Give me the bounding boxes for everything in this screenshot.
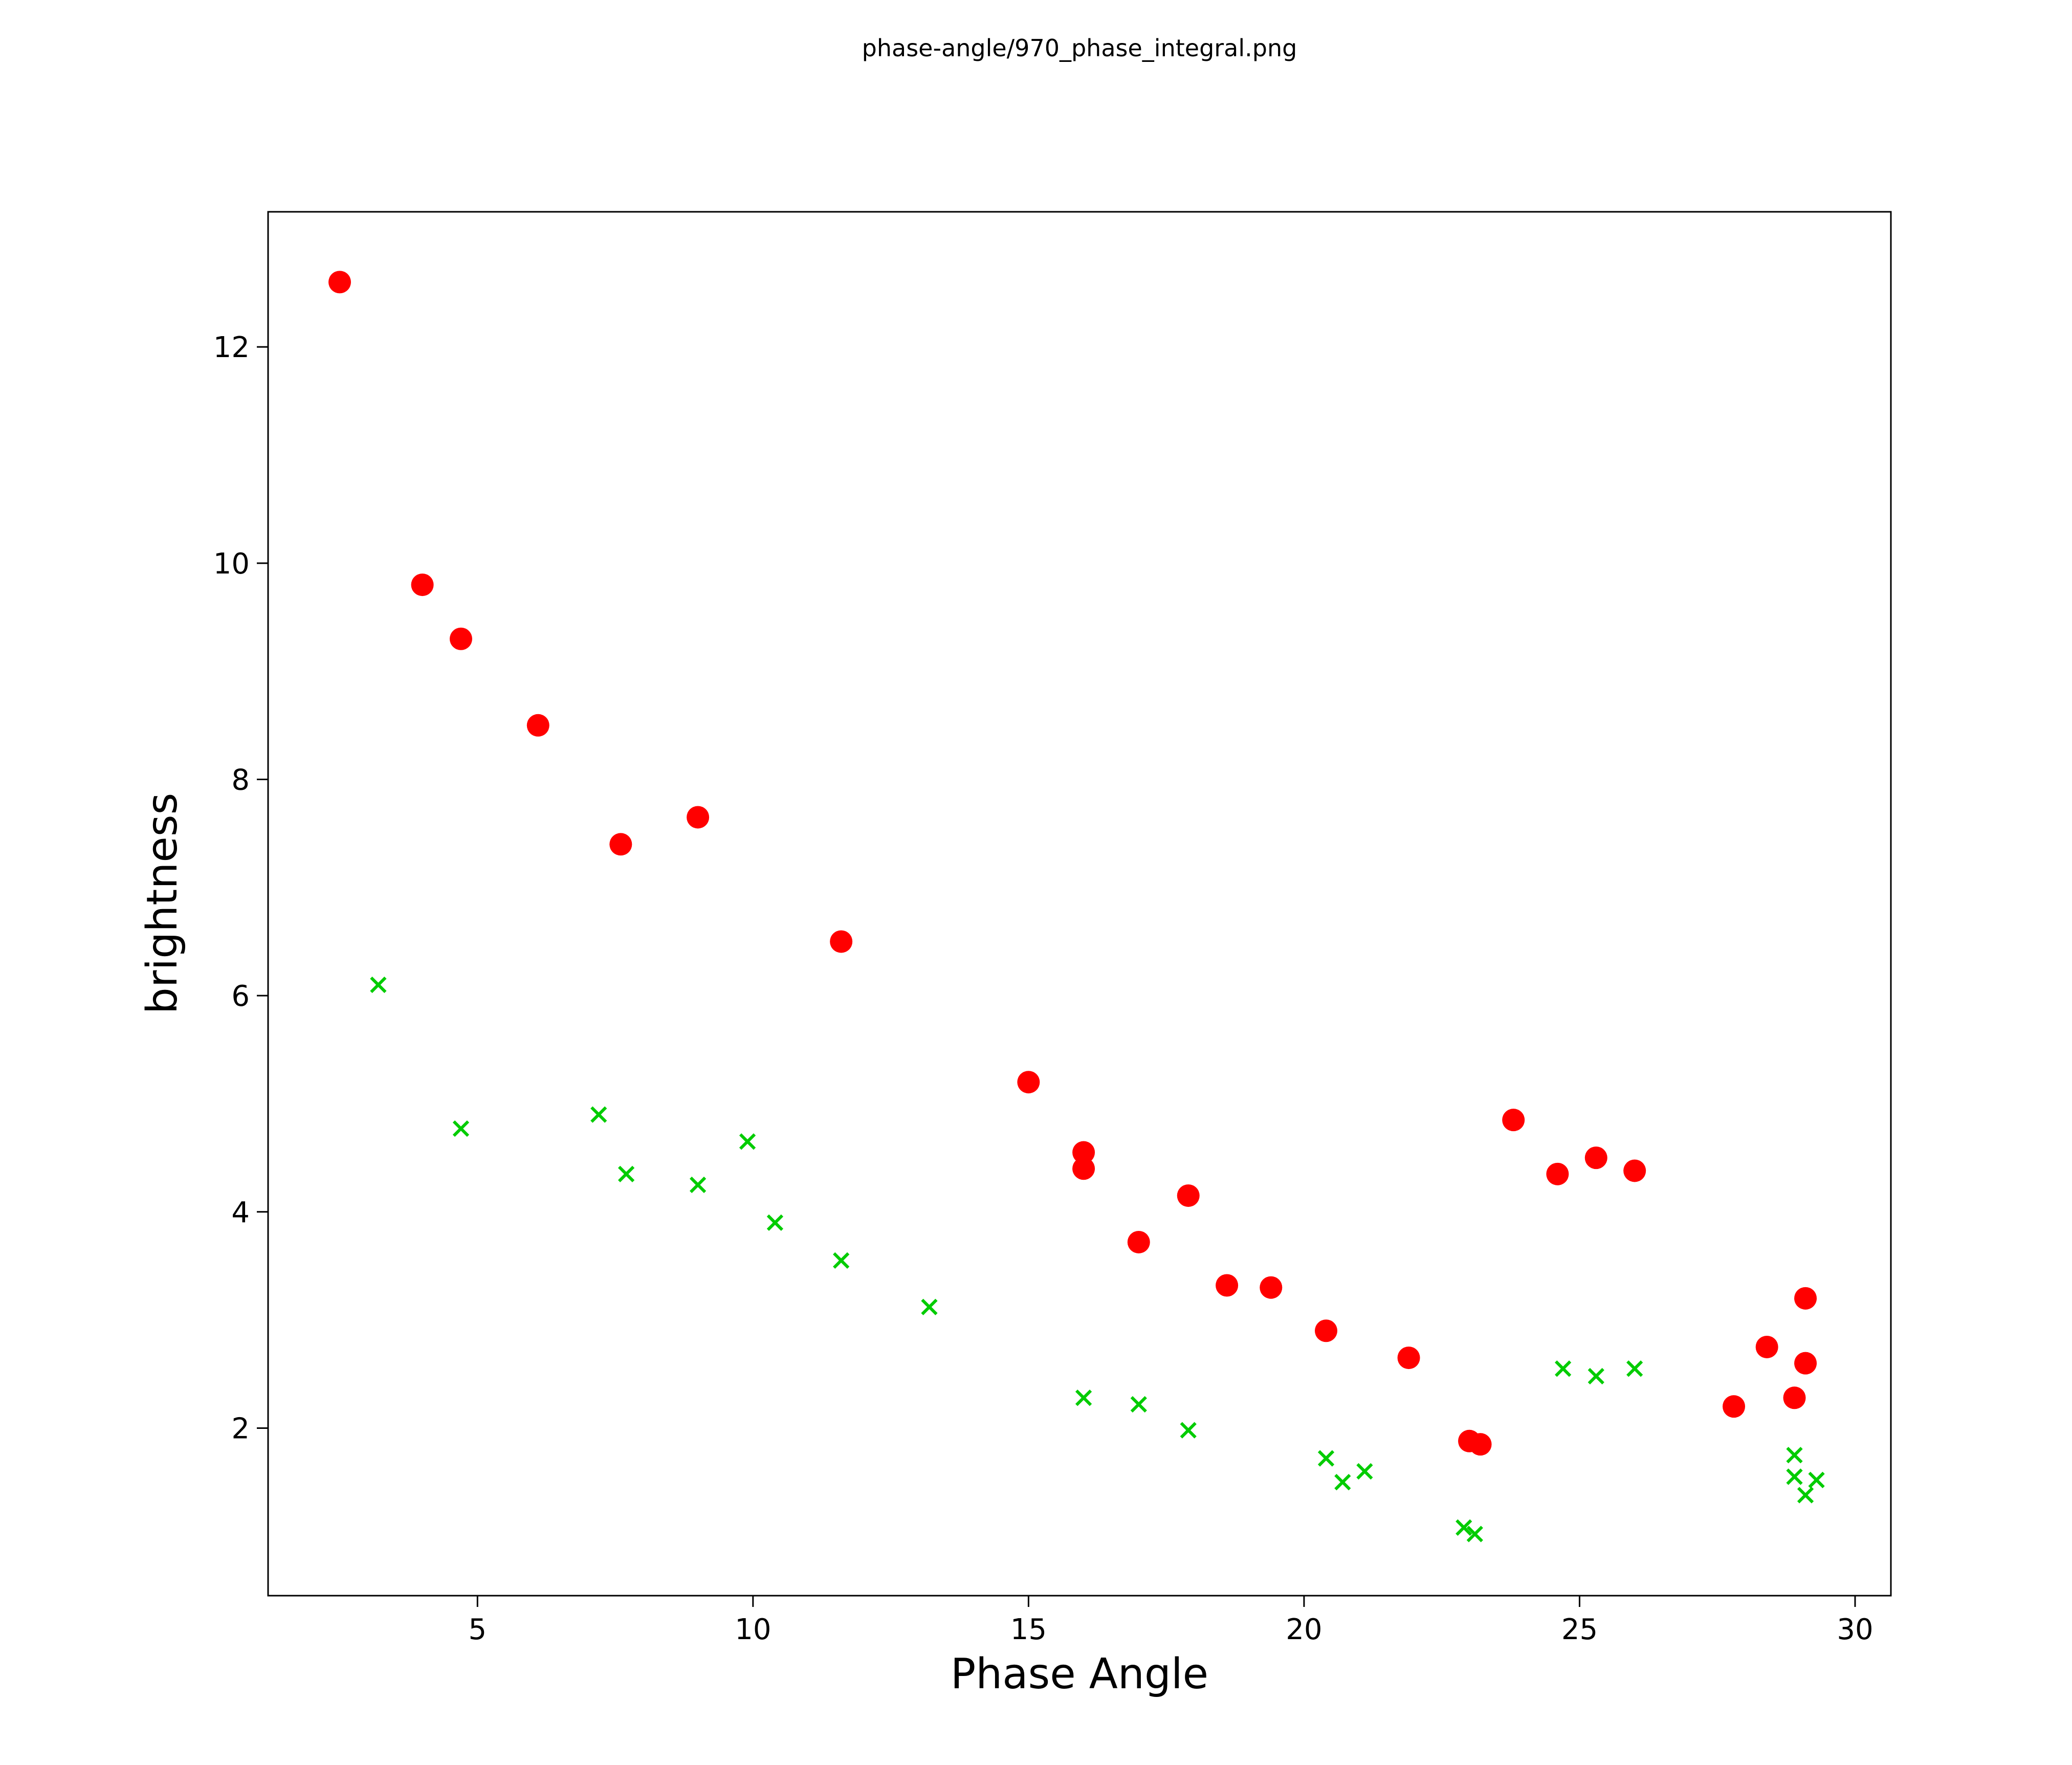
data-point-red-circles bbox=[1260, 1276, 1283, 1299]
data-point-red-circles bbox=[411, 573, 434, 597]
x-tick-label: 10 bbox=[735, 1613, 771, 1646]
data-point-green-crosses bbox=[1075, 1389, 1092, 1406]
data-point-red-circles bbox=[1584, 1146, 1607, 1170]
data-point-green-crosses bbox=[1466, 1526, 1483, 1542]
data-point-green-crosses bbox=[766, 1214, 784, 1231]
data-point-red-circles bbox=[830, 930, 853, 953]
data-point-red-circles bbox=[1469, 1433, 1492, 1456]
data-point-green-crosses bbox=[739, 1133, 756, 1150]
axis-ticks: 5 10 15 20 25 30 2 4 6 8 10 12 bbox=[213, 331, 1873, 1646]
y-axis-label: brightness bbox=[138, 793, 187, 1014]
data-point-red-circles bbox=[1723, 1395, 1746, 1418]
data-point-red-circles bbox=[1216, 1274, 1239, 1297]
data-point-red-circles bbox=[1127, 1230, 1150, 1253]
data-point-red-circles bbox=[1017, 1071, 1040, 1094]
y-tick-label: 2 bbox=[231, 1412, 250, 1445]
data-point-red-circles bbox=[1623, 1159, 1646, 1182]
data-point-red-circles bbox=[1072, 1141, 1095, 1164]
data-point-green-crosses bbox=[1317, 1450, 1335, 1467]
data-point-green-crosses bbox=[1555, 1360, 1572, 1377]
data-point-green-crosses bbox=[689, 1176, 707, 1194]
data-point-green-crosses bbox=[1808, 1471, 1825, 1489]
data-point-red-circles bbox=[1314, 1319, 1337, 1342]
y-tick-label: 6 bbox=[231, 980, 250, 1013]
x-tick-label: 30 bbox=[1837, 1613, 1873, 1646]
data-point-green-crosses bbox=[618, 1165, 635, 1182]
data-point-green-crosses bbox=[1356, 1463, 1373, 1480]
y-tick-label: 10 bbox=[213, 547, 250, 581]
data-point-red-circles bbox=[449, 627, 472, 650]
y-tick-label: 8 bbox=[231, 763, 250, 797]
data-point-red-circles bbox=[1783, 1386, 1806, 1409]
data-point-green-crosses bbox=[1334, 1473, 1351, 1491]
data-point-red-circles bbox=[328, 271, 351, 294]
x-tick-label: 5 bbox=[468, 1613, 487, 1646]
data-point-red-circles bbox=[1502, 1109, 1525, 1132]
data-point-red-circles bbox=[687, 806, 710, 829]
data-point-red-circles bbox=[609, 833, 632, 856]
data-point-red-circles bbox=[1177, 1184, 1200, 1207]
data-point-green-crosses bbox=[1130, 1396, 1147, 1413]
data-point-green-crosses bbox=[370, 976, 387, 994]
data-point-red-circles bbox=[1794, 1352, 1817, 1375]
data-point-green-crosses bbox=[921, 1298, 938, 1315]
data-point-red-circles bbox=[1072, 1157, 1095, 1180]
plot-frame bbox=[267, 211, 1892, 1597]
data-point-red-circles bbox=[1546, 1162, 1569, 1185]
data-point-green-crosses bbox=[1180, 1422, 1197, 1439]
x-axis-label: Phase Angle bbox=[951, 1650, 1208, 1698]
x-tick-label: 15 bbox=[1010, 1613, 1047, 1646]
data-point-red-circles bbox=[526, 714, 549, 737]
data-point-green-crosses bbox=[1456, 1519, 1472, 1536]
data-point-green-crosses bbox=[452, 1120, 470, 1137]
data-point-green-crosses bbox=[1786, 1468, 1803, 1485]
data-points bbox=[328, 271, 1825, 1542]
data-point-green-crosses bbox=[590, 1106, 607, 1123]
x-tick-label: 20 bbox=[1286, 1613, 1322, 1646]
figure-title: phase-angle/970_phase_integral.png bbox=[862, 34, 1297, 62]
data-point-green-crosses bbox=[1786, 1447, 1803, 1464]
data-point-green-crosses bbox=[1588, 1367, 1604, 1385]
data-point-green-crosses bbox=[1626, 1360, 1643, 1377]
y-tick-label: 4 bbox=[231, 1196, 250, 1229]
y-tick-label: 12 bbox=[213, 331, 250, 364]
data-point-green-crosses bbox=[833, 1252, 850, 1269]
data-point-red-circles bbox=[1755, 1335, 1778, 1358]
data-point-red-circles bbox=[1397, 1347, 1420, 1370]
x-tick-label: 25 bbox=[1561, 1613, 1598, 1646]
data-point-red-circles bbox=[1794, 1287, 1817, 1310]
data-point-green-crosses bbox=[1797, 1487, 1814, 1504]
